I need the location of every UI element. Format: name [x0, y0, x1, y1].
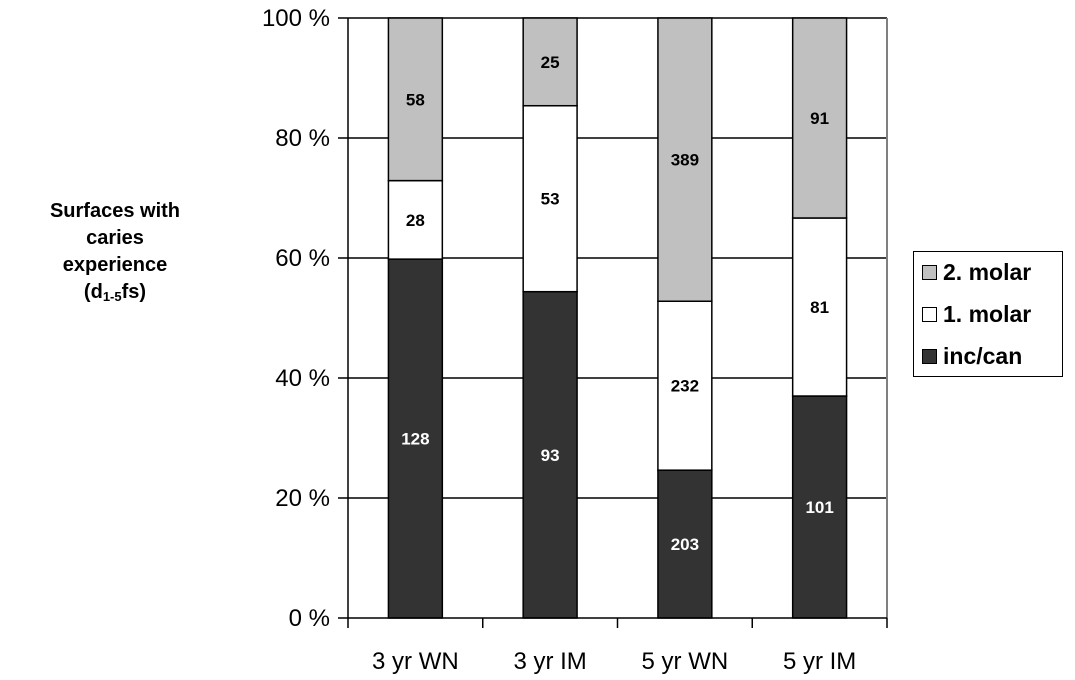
x-tick-label: 5 yr WN: [642, 648, 729, 675]
legend-swatch-1-molar: [922, 306, 937, 322]
bar-segment: [791, 17, 848, 219]
bar-segment: [657, 300, 713, 471]
y-axis-title-formula-suffix: fs): [121, 281, 147, 303]
legend-swatch-inc-can: [922, 348, 937, 364]
data-label: 232: [671, 377, 699, 396]
legend: 2. molar 1. molar inc/can: [913, 251, 1063, 377]
y-tick-label: 0 %: [289, 605, 330, 632]
legend-label-inc-can: inc/can: [943, 342, 1023, 369]
x-tick-label: 5 yr IM: [783, 648, 856, 675]
x-tick-label: 3 yr WN: [372, 648, 459, 675]
data-label: 389: [671, 151, 699, 170]
y-axis-title-formula-sub: 1-5: [102, 289, 122, 304]
legend-swatch-2-molar: [922, 264, 937, 280]
bar-segment: [522, 104, 578, 293]
bar-segment: [522, 17, 578, 107]
bar-segment: [387, 17, 444, 182]
y-axis-title-formula-base: (d: [83, 281, 103, 303]
data-label: 128: [401, 430, 429, 449]
y-tick-label: 40 %: [275, 365, 330, 392]
data-label: 101: [805, 498, 833, 517]
data-label: 28: [406, 211, 425, 230]
y-axis-title-line-1: Surfaces with: [49, 200, 181, 222]
data-label: 53: [541, 190, 560, 209]
bar-segment: [522, 290, 578, 619]
bar-segment: [387, 258, 444, 619]
data-label: 81: [810, 298, 829, 317]
data-label: 93: [541, 446, 560, 465]
bar-segment: [791, 395, 848, 619]
y-tick-label: 80 %: [275, 125, 330, 152]
data-label: 25: [541, 53, 560, 72]
x-tick-label: 3 yr IM: [513, 648, 586, 675]
data-label: 203: [671, 535, 699, 554]
axes: 0 % 20 % 40 % 60 % 80 % 100 % 3 yr WN 3 yr IM 5 …: [262, 5, 888, 675]
y-axis-title-line-2: caries: [86, 227, 144, 249]
y-axis-title-line-4: (d1-5fs): [0, 279, 230, 306]
y-tick-label: 100 %: [262, 5, 330, 32]
bar-segment: [657, 17, 713, 303]
legend-label-2-molar: 2. molar: [943, 258, 1032, 285]
y-axis-title: Surfaces with caries experience (d1-5fs): [0, 198, 230, 306]
data-label: 58: [406, 90, 425, 109]
legend-item-2-molar: 2. molar: [922, 257, 1031, 287]
y-tick-label: 20 %: [275, 485, 330, 512]
data-label: 91: [810, 109, 829, 128]
legend-item-1-molar: 1. molar: [922, 299, 1031, 329]
y-axis-title-line-3: experience: [62, 254, 168, 276]
bar-segment: [387, 179, 444, 260]
bar-segment: [791, 217, 848, 397]
y-tick-label: 60 %: [275, 245, 330, 272]
legend-label-1-molar: 1. molar: [943, 300, 1032, 327]
bars: 128 28 58 93 53 25 203 232 389 101 81 91: [387, 17, 848, 619]
legend-item-inc-can: inc/can: [922, 341, 1022, 371]
